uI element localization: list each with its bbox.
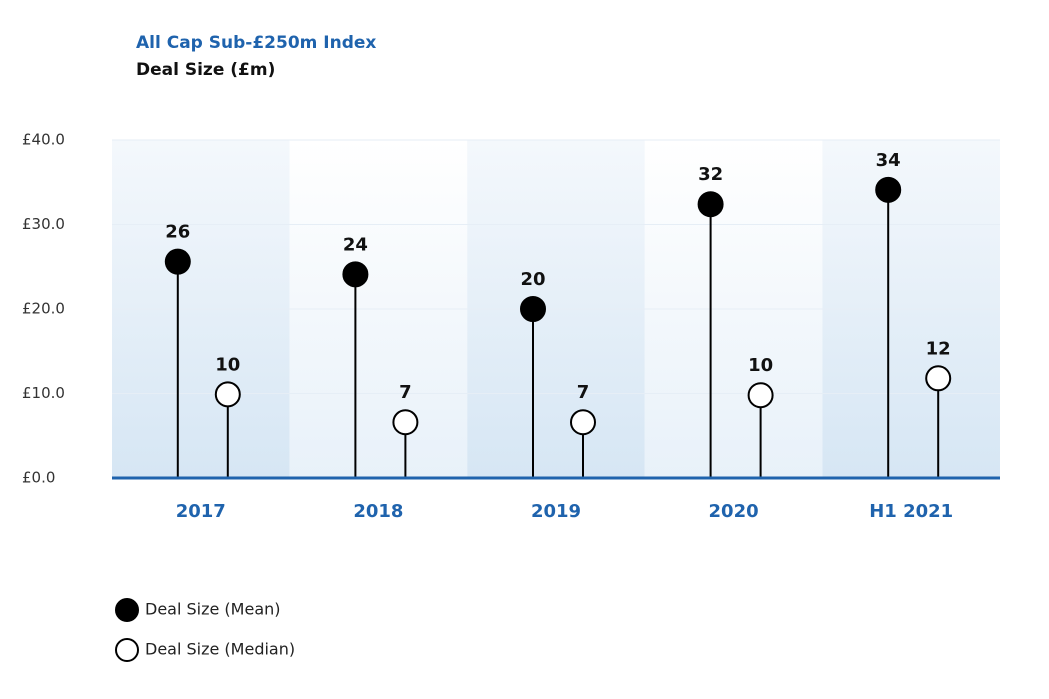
value-label: 10 <box>748 355 773 376</box>
y-tick-label: £30.0 <box>22 215 65 233</box>
y-tick-label: £0.0 <box>22 469 55 487</box>
value-label: 7 <box>577 382 590 403</box>
legend-marker <box>115 598 139 622</box>
mean-dot <box>164 248 191 275</box>
x-tick-label: 2019 <box>531 501 581 522</box>
median-dot <box>925 365 952 392</box>
median-dot <box>392 409 419 436</box>
x-tick-label: 2020 <box>709 501 759 522</box>
y-tick-label: £20.0 <box>22 300 65 318</box>
chart-title: All Cap Sub-£250m Index <box>136 33 376 53</box>
legend-label: Deal Size (Median) <box>145 640 295 659</box>
y-tick-label: £10.0 <box>22 384 65 402</box>
mean-dot <box>342 261 369 288</box>
value-label: 10 <box>215 354 240 375</box>
value-label: 7 <box>399 382 412 403</box>
value-label: 24 <box>343 234 368 255</box>
median-dot <box>214 381 241 408</box>
x-tick-label: H1 2021 <box>869 501 953 522</box>
mean-dot <box>697 191 724 218</box>
chart-subtitle: Deal Size (£m) <box>136 60 275 80</box>
y-tick-label: £40.0 <box>22 131 65 149</box>
x-tick-label: 2017 <box>176 501 226 522</box>
legend-label: Deal Size (Mean) <box>145 600 281 619</box>
x-tick-label: 2018 <box>353 501 403 522</box>
legend-marker <box>115 638 139 662</box>
value-label: 34 <box>876 150 901 171</box>
value-label: 20 <box>520 269 545 290</box>
value-label: 12 <box>926 338 951 359</box>
median-dot <box>570 409 596 436</box>
median-dot <box>747 382 774 409</box>
value-label: 26 <box>165 222 190 243</box>
mean-dot <box>520 296 546 322</box>
value-label: 32 <box>698 164 723 185</box>
mean-dot <box>875 176 902 203</box>
